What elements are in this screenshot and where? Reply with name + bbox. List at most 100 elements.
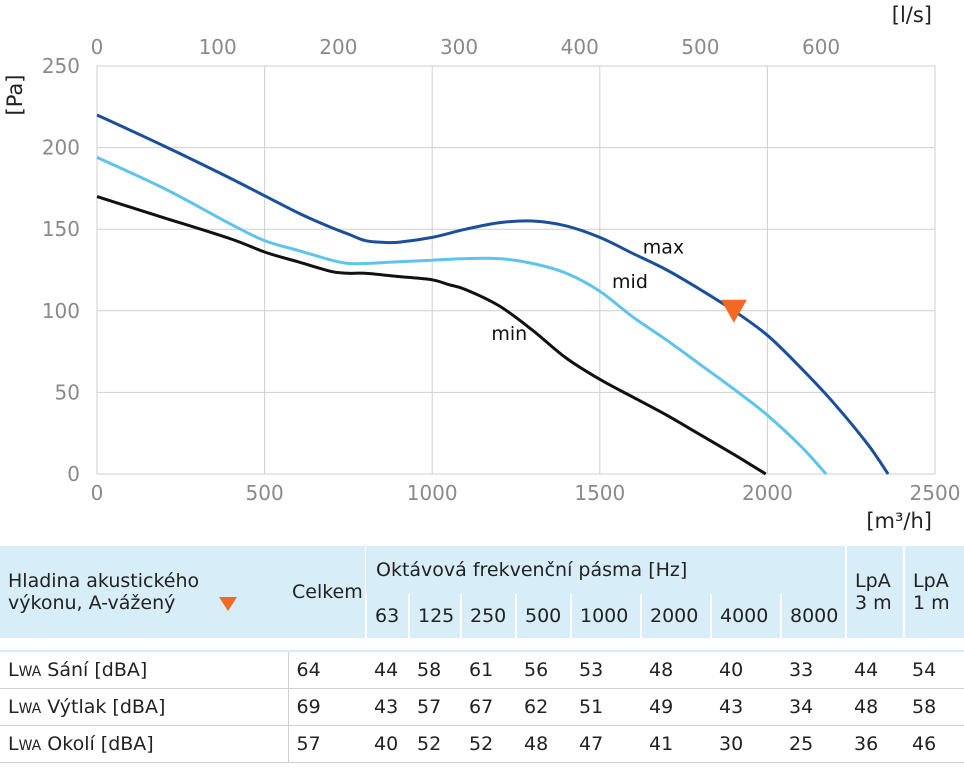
curve-label-min: min	[491, 323, 527, 345]
curve-label-max: max	[643, 237, 684, 259]
x2-axis-label: [l/s]	[892, 3, 932, 27]
row-label: LWA Výtlak [dBA]	[0, 688, 289, 726]
lpa3-label: LpA	[855, 570, 891, 592]
lwa-subscript: WA	[18, 701, 42, 717]
x2-tick-label: 500	[681, 35, 719, 59]
table-row: LWA Okolí [dBA] 57 40 52 52 48 47 41 30 25 36 46	[0, 725, 964, 763]
cell-band-250: 52	[461, 725, 516, 763]
cell-band-500: 62	[516, 688, 571, 726]
col-lpa3-header: LpA 3 m	[845, 546, 905, 638]
cell-band-500: 48	[516, 725, 571, 763]
cell-band-250: 61	[461, 651, 516, 689]
table-title-line2: výkonu, A-vážený	[8, 592, 176, 614]
lwa-subscript: WA	[18, 664, 42, 680]
col-total-header: Celkem	[292, 581, 363, 603]
cell-band-4000: 43	[711, 688, 781, 726]
table-row: LWA Sání [dBA] 64 44 58 61 56 53 48 40 33 44 54	[0, 651, 964, 689]
row-label-text: Sání [dBA]	[41, 659, 148, 681]
operating-point-marker	[720, 299, 747, 323]
octave-bands-header: Oktávová frekvenční pásma [Hz]	[376, 559, 688, 581]
band-header-4000: 4000	[710, 594, 781, 638]
y-tick-label: 100	[42, 299, 80, 323]
y-tick-label: 200	[42, 136, 80, 160]
cell-band-2000: 49	[641, 688, 711, 726]
x-tick-label: 2000	[742, 481, 793, 505]
cell-band-125: 58	[409, 651, 461, 689]
band-header-1000: 1000	[570, 594, 641, 638]
cell-lpa3: 48	[846, 688, 905, 726]
lwa-prefix: L	[8, 696, 19, 718]
grid	[96, 65, 936, 475]
acoustic-table: Hladina akustického výkonu, A-vážený Cel…	[0, 546, 964, 763]
x-tick-label: 500	[246, 481, 284, 505]
band-header-63: 63	[365, 594, 409, 638]
x-tick-label: 2500	[910, 481, 961, 505]
row-label: LWA Sání [dBA]	[0, 651, 289, 689]
y-axis-label: [Pa]	[3, 75, 27, 116]
curve-label-mid: mid	[612, 271, 648, 293]
cell-band-63: 44	[366, 651, 409, 689]
lwa-prefix: L	[8, 659, 19, 681]
cell-band-500: 56	[516, 651, 571, 689]
band-header-2000: 2000	[640, 594, 711, 638]
cell-band-1000: 47	[571, 725, 641, 763]
cell-band-1000: 53	[571, 651, 641, 689]
band-header-500: 500	[515, 594, 571, 638]
cell-lpa3: 36	[846, 725, 905, 763]
cell-band-2000: 48	[641, 651, 711, 689]
cell-band-8000: 25	[781, 725, 847, 763]
x2-tick-label: 100	[199, 35, 237, 59]
y-tick-label: 150	[42, 217, 80, 241]
cell-band-250: 67	[461, 688, 516, 726]
x2-tick-label: 400	[561, 35, 599, 59]
series-line-max	[96, 113, 890, 475]
cell-lpa1: 54	[904, 651, 964, 689]
row-label-text: Výtlak [dBA]	[41, 696, 166, 718]
band-header-125: 125	[408, 594, 461, 638]
cell-band-1000: 51	[571, 688, 641, 726]
cell-total: 57	[288, 725, 366, 763]
cell-band-2000: 41	[641, 725, 711, 763]
cell-band-63: 40	[366, 725, 409, 763]
cell-lpa1: 58	[904, 688, 964, 726]
x-tick-label: 0	[91, 481, 104, 505]
y-tick-label: 0	[67, 462, 80, 486]
lwa-prefix: L	[8, 733, 19, 755]
col-lpa1-header: LpA 1 m	[903, 546, 964, 638]
band-header-250: 250	[460, 594, 516, 638]
band-header-8000: 8000	[779, 594, 847, 638]
curve-labels: max mid min	[491, 237, 684, 345]
table-title-line1: Hladina akustického	[8, 570, 200, 592]
x-axis-label: [m³/h]	[866, 509, 932, 533]
lpa1-label: LpA	[913, 570, 949, 592]
x2-tick-label: 300	[440, 35, 478, 59]
x2-tick-label: 600	[802, 35, 840, 59]
x2-tick-label: 0	[91, 35, 104, 59]
table-row: LWA Výtlak [dBA] 69 43 57 67 62 51 49 43 34 48 58	[0, 688, 964, 726]
x-tick-label: 1000	[407, 481, 458, 505]
y-tick-label: 250	[42, 54, 80, 78]
cell-band-8000: 33	[781, 651, 847, 689]
x2-tick-label: 200	[319, 35, 357, 59]
cell-total: 64	[288, 651, 366, 689]
y-tick-label: 50	[55, 380, 80, 404]
cell-band-125: 57	[409, 688, 461, 726]
table-body: LWA Sání [dBA] 64 44 58 61 56 53 48 40 33 44 54 LWA …	[0, 651, 964, 763]
lwa-subscript: WA	[18, 738, 42, 754]
operating-point-icon	[219, 596, 238, 611]
row-label-text: Okolí [dBA]	[41, 733, 154, 755]
row-label: LWA Okolí [dBA]	[0, 725, 289, 763]
cell-band-8000: 34	[781, 688, 847, 726]
series-lines	[96, 113, 890, 476]
cell-total: 69	[288, 688, 366, 726]
cell-band-4000: 40	[711, 651, 781, 689]
series-line-mid	[96, 156, 828, 476]
table-title-cell: Hladina akustického výkonu, A-vážený	[0, 546, 288, 638]
lpa3-distance: 3 m	[855, 592, 892, 614]
series-line-min	[96, 195, 767, 476]
cell-lpa3: 44	[846, 651, 905, 689]
cell-band-63: 43	[366, 688, 409, 726]
cell-band-125: 52	[409, 725, 461, 763]
